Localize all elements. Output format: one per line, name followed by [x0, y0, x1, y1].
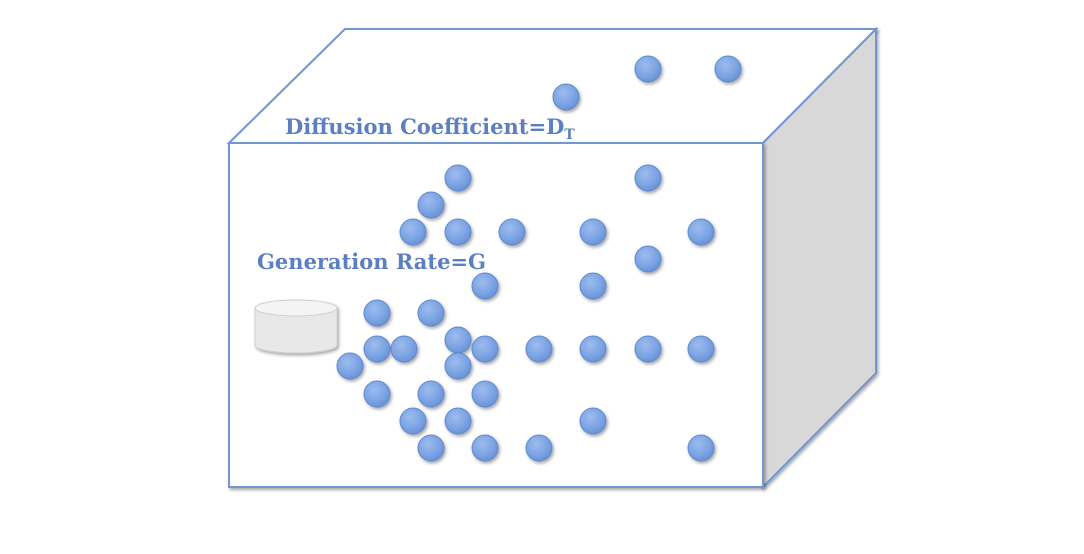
- particle: [363, 380, 391, 408]
- particle: [399, 407, 427, 435]
- cylinder-source-icon: [254, 299, 338, 354]
- particle: [417, 299, 445, 327]
- particle: [444, 352, 472, 380]
- particle: [714, 55, 742, 83]
- particle: [525, 434, 553, 462]
- particle: [471, 335, 499, 363]
- particle: [444, 218, 472, 246]
- particle: [444, 407, 472, 435]
- particle: [363, 299, 391, 327]
- particle: [579, 218, 607, 246]
- particle: [634, 164, 662, 192]
- diffusion-coefficient-label: Diffusion Coefficient=DT: [285, 114, 575, 143]
- particle: [687, 335, 715, 363]
- generation-rate-label: Generation Rate=G: [257, 249, 486, 274]
- particle: [417, 434, 445, 462]
- particle: [471, 272, 499, 300]
- particle: [471, 434, 499, 462]
- particle: [525, 335, 553, 363]
- particle: [471, 380, 499, 408]
- particle: [634, 335, 662, 363]
- particle: [336, 352, 364, 380]
- particle: [634, 245, 662, 273]
- particle: [687, 434, 715, 462]
- particles-group: [336, 55, 742, 462]
- particle: [579, 272, 607, 300]
- particle: [399, 218, 427, 246]
- particle: [444, 326, 472, 354]
- particle: [390, 335, 418, 363]
- particle: [417, 380, 445, 408]
- particle: [687, 218, 715, 246]
- particle: [498, 218, 526, 246]
- particle: [579, 407, 607, 435]
- particle: [417, 191, 445, 219]
- particle: [363, 335, 391, 363]
- particle: [634, 55, 662, 83]
- particle: [444, 164, 472, 192]
- particle: [579, 335, 607, 363]
- particle: [552, 83, 580, 111]
